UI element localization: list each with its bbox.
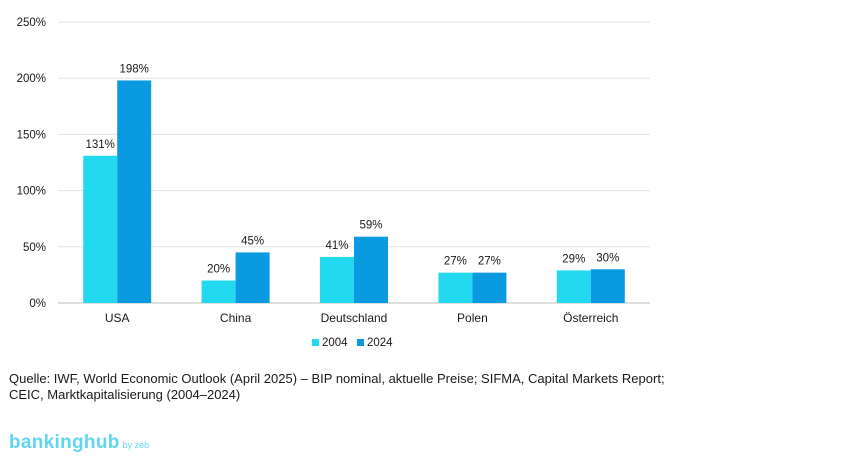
x-tick-label: China [220,311,252,325]
y-tick-label: 0% [29,298,46,310]
x-tick-label: Österreich [563,311,618,325]
bar [117,80,152,303]
bar [201,280,236,303]
data-label: 27% [478,256,501,268]
brand-suffix: by zeb [122,440,150,450]
legend-swatch [357,339,364,346]
y-tick-label: 50% [23,242,46,254]
brand-logo: bankinghub by zeb [9,432,149,454]
x-tick-label: USA [105,311,130,325]
data-label: 59% [359,220,382,232]
bar [235,252,270,303]
bar [590,269,625,303]
y-tick-label: 250% [17,17,46,29]
data-label: 198% [119,63,148,75]
data-label: 30% [596,252,619,264]
y-tick-label: 100% [17,186,46,198]
y-tick-label: 200% [17,73,46,85]
source-note: Quelle: IWF, World Economic Outlook (Apr… [9,371,665,402]
x-tick-label: Deutschland [321,311,388,325]
bar [320,256,354,303]
bar-chart: 0% 50% 100% 150% 200% 250% 131% 198% USA 20% 45% Ch… [17,17,650,349]
data-label: 131% [85,139,114,151]
data-label: 29% [562,253,585,265]
brand-name: bankinghub [9,432,120,453]
bar [556,270,591,303]
legend-label: 2024 [367,337,393,349]
legend-label: 2004 [322,337,348,349]
data-label: 27% [444,256,467,268]
bar [438,272,473,303]
legend-swatch [312,339,319,346]
data-label: 20% [207,264,230,276]
y-tick-label: 150% [17,129,46,141]
bar [83,155,118,303]
bar [354,236,388,303]
data-label: 41% [325,240,348,252]
bar [472,272,507,303]
data-label: 45% [241,235,264,247]
x-tick-label: Polen [457,311,488,325]
